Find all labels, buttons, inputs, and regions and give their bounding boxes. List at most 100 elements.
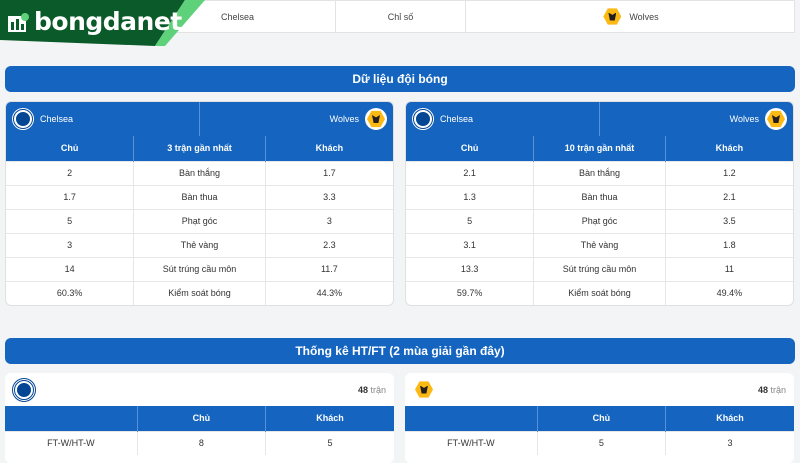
table-row: 2.1 Bàn thắng 1.2 xyxy=(406,160,793,185)
column-header: Khách xyxy=(665,406,794,431)
wolves-badge-icon xyxy=(413,378,435,401)
home-name: Chelsea xyxy=(40,114,74,124)
htft-table: Chủ Khách FT-W/HT-W 5 3 xyxy=(405,406,794,455)
table-row: 1.7 Bàn thua 3.3 xyxy=(6,184,393,209)
htft-card-wolves: 48 trận Chủ Khách FT-W/HT-W 5 3 xyxy=(405,373,794,463)
column-header: Khách xyxy=(264,136,393,161)
table-cell: Kiểm soát bóng xyxy=(133,280,266,305)
table-cell: FT-W/HT-W xyxy=(405,430,538,455)
column-header: 10 trận gần nhất xyxy=(533,136,666,161)
table-cell: 60.3% xyxy=(6,280,134,305)
table-cell: Thẻ vàng xyxy=(533,232,666,257)
table-cell: Phạt góc xyxy=(133,208,266,233)
stats-table: Chủ 3 trận gần nhất Khách 2 Bàn thắng 1.7 1.7 B… xyxy=(6,136,393,305)
column-header xyxy=(405,406,538,431)
table-cell: 2.1 xyxy=(406,160,534,185)
away-team[interactable]: Wolves xyxy=(199,102,393,136)
chelsea-badge-icon xyxy=(412,108,434,130)
section-title-htft: Thống kê HT/FT (2 mùa giải gần đây) xyxy=(5,338,795,364)
wolves-badge-icon xyxy=(365,108,387,130)
away-team[interactable]: Wolves xyxy=(599,102,793,136)
table-cell: 3 xyxy=(6,232,134,257)
home-name: Chelsea xyxy=(440,114,474,124)
table-row: 1.3 Bàn thua 2.1 xyxy=(406,184,793,209)
htft-table: Chủ Khách FT-W/HT-W 8 5 xyxy=(5,406,394,455)
column-header xyxy=(5,406,138,431)
wolves-badge-icon xyxy=(601,5,624,28)
chelsea-badge-icon xyxy=(12,108,34,130)
bongdanet-logo[interactable]: bongdanet xyxy=(0,0,210,46)
table-cell: 3.3 xyxy=(264,184,393,209)
table-cell: Bàn thua xyxy=(133,184,266,209)
column-header: Khách xyxy=(265,406,394,431)
column-header: Chủ xyxy=(6,136,134,161)
away-name: Wolves xyxy=(729,114,759,124)
table-cell: 1.7 xyxy=(264,160,393,185)
table-cell: 59.7% xyxy=(406,280,534,305)
table-cell: 2.3 xyxy=(264,232,393,257)
table-row: 59.7% Kiểm soát bóng 49.4% xyxy=(406,280,793,305)
table-cell: Thẻ vàng xyxy=(133,232,266,257)
logo-chart-icon xyxy=(7,12,29,34)
stats-table: Chủ 10 trận gần nhất Khách 2.1 Bàn thắng 1.2 1… xyxy=(406,136,793,305)
home-team[interactable]: Chelsea xyxy=(406,102,599,136)
column-header: Khách xyxy=(664,136,793,161)
table-cell: 8 xyxy=(136,430,266,455)
table-cell: 2.1 xyxy=(664,184,793,209)
away-name: Wolves xyxy=(329,114,359,124)
section-title-team-data: Dữ liệu đội bóng xyxy=(5,66,795,92)
table-cell: 3.1 xyxy=(406,232,534,257)
column-header: 3 trận gần nhất xyxy=(133,136,266,161)
table-cell: Bàn thua xyxy=(533,184,666,209)
table-row: 5 Phạt góc 3.5 xyxy=(406,208,793,233)
table-row: 5 Phạt góc 3 xyxy=(6,208,393,233)
table-cell: 1.2 xyxy=(664,160,793,185)
table-row: FT-W/HT-W 8 5 xyxy=(5,430,394,455)
home-team[interactable]: Chelsea xyxy=(6,102,199,136)
topbar-away-name: Wolves xyxy=(629,11,659,22)
table-cell: 14 xyxy=(6,256,134,281)
chelsea-badge-icon xyxy=(12,377,36,402)
table-row: FT-W/HT-W 5 3 xyxy=(405,430,794,455)
table-cell: 13.3 xyxy=(406,256,534,281)
table-cell: 44.3% xyxy=(264,280,393,305)
topbar-home[interactable]: Chelsea xyxy=(6,1,336,32)
table-cell: Sút trúng cầu môn xyxy=(133,256,266,281)
table-cell: 1.3 xyxy=(406,184,534,209)
table-cell: 2 xyxy=(6,160,134,185)
table-cell: Kiểm soát bóng xyxy=(533,280,666,305)
table-cell: 49.4% xyxy=(664,280,793,305)
table-cell: 1.8 xyxy=(664,232,793,257)
table-cell: Bàn thắng xyxy=(133,160,266,185)
logo-background xyxy=(0,0,205,46)
match-count: 48 trận xyxy=(357,384,386,395)
table-cell: Bàn thắng xyxy=(533,160,666,185)
logo-text: bongdanet xyxy=(34,7,182,36)
table-cell: FT-W/HT-W xyxy=(5,430,138,455)
wolves-badge-icon xyxy=(765,108,787,130)
table-row: 60.3% Kiểm soát bóng 44.3% xyxy=(6,280,393,305)
table-cell: 5 xyxy=(265,430,394,455)
table-cell: Phạt góc xyxy=(533,208,666,233)
table-cell: 5 xyxy=(536,430,666,455)
table-row: 2 Bàn thắng 1.7 xyxy=(6,160,393,185)
topbar-middle: Chỉ số xyxy=(336,1,466,32)
table-cell: 11 xyxy=(664,256,793,281)
table-cell: 3 xyxy=(264,208,393,233)
table-cell: 3.5 xyxy=(664,208,793,233)
table-row: 3.1 Thẻ vàng 1.8 xyxy=(406,232,793,257)
topbar-away[interactable]: Wolves xyxy=(466,1,794,32)
table-row: 3 Thẻ vàng 2.3 xyxy=(6,232,393,257)
column-header: Chủ xyxy=(406,136,534,161)
table-row: 13.3 Sút trúng cầu môn 11 xyxy=(406,256,793,281)
match-count: 48 trận xyxy=(757,384,786,395)
table-cell: Sút trúng cầu môn xyxy=(533,256,666,281)
column-header: Chủ xyxy=(136,406,266,431)
table-cell: 3 xyxy=(665,430,794,455)
table-cell: 5 xyxy=(6,208,134,233)
table-cell: 11.7 xyxy=(264,256,393,281)
table-row: 14 Sút trúng cầu môn 11.7 xyxy=(6,256,393,281)
stats-panel-3: Chelsea Wolves Chủ 3 trận gần nhất Khách 2 Bà… xyxy=(5,101,394,306)
table-cell: 1.7 xyxy=(6,184,134,209)
stats-panel-10: Chelsea Wolves Chủ 10 trận gần nhất Khách 2.… xyxy=(405,101,794,306)
